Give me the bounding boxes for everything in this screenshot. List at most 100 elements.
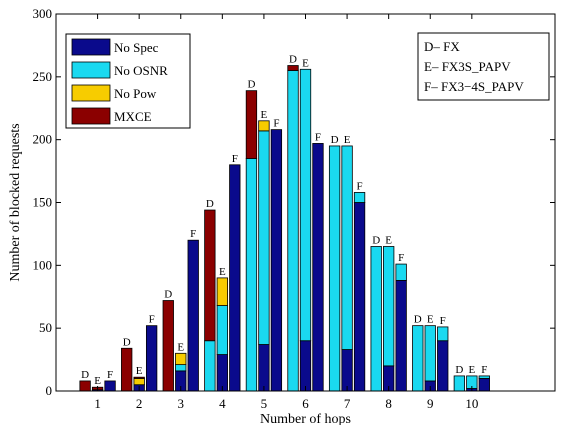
group-legend-line: D– FX xyxy=(424,39,460,54)
bar-segment-no-spec xyxy=(353,202,366,392)
y-tick-label: 200 xyxy=(33,132,53,147)
y-tick-label: 100 xyxy=(33,257,53,272)
bar-segment-mxce xyxy=(133,376,145,379)
bar-code-label: D xyxy=(372,234,380,246)
bar-segment-no-osnr xyxy=(353,192,366,203)
bar-segment-no-spec xyxy=(341,349,353,392)
bar-code-label: D xyxy=(164,289,172,301)
bar-code-label: D xyxy=(289,54,297,66)
group-legend-line: E– FX3S_PAPV xyxy=(424,59,511,74)
bar-code-label: F xyxy=(190,228,196,240)
bar-stack-hop-3-D xyxy=(162,300,174,392)
bar-segment-no-osnr xyxy=(383,246,395,367)
legend-swatch-no-osnr xyxy=(71,61,111,79)
bar-code-label: D xyxy=(123,336,131,348)
bar-segment-mxce xyxy=(162,300,174,392)
x-axis-label: Number of hops xyxy=(260,412,351,425)
legend-swatch-no-spec xyxy=(71,38,111,56)
bar-stack-hop-1-D xyxy=(79,380,91,392)
bar-segment-no-spec xyxy=(478,378,490,392)
bar-segment-no-osnr xyxy=(245,158,258,392)
bar-stack-hop-5-D xyxy=(245,90,258,392)
bar-stack-hop-1-F xyxy=(104,380,116,392)
x-tick-label: 6 xyxy=(302,396,309,411)
bar-segment-mxce xyxy=(79,380,91,392)
bar-segment-no-osnr xyxy=(328,145,341,392)
bar-stack-hop-5-F xyxy=(270,129,283,392)
y-axis-label: Number of blocked requests xyxy=(8,123,23,281)
bar-code-label: E xyxy=(136,365,143,377)
bar-code-label: E xyxy=(261,109,268,121)
bar-code-label: F xyxy=(315,131,321,143)
bar-code-label: F xyxy=(273,118,279,130)
bar-stack-hop-10-F xyxy=(478,375,490,392)
bar-segment-no-spec xyxy=(216,354,228,392)
bar-code-label: E xyxy=(385,234,392,246)
bar-stack-hop-8-E xyxy=(383,246,395,392)
group-legend: D– FX E– FX3S_PAPV F– FX3−4S_PAPV xyxy=(417,32,550,101)
bar-code-label: F xyxy=(232,153,238,165)
bar-stack-hop-10-D xyxy=(453,375,466,392)
legend-label: No Pow xyxy=(114,86,157,101)
bar-segment-no-osnr xyxy=(370,246,382,392)
bar-code-label: E xyxy=(427,314,434,326)
bar-segment-no-spec xyxy=(104,380,116,392)
bar-code-label: F xyxy=(440,315,446,327)
bar-segment-no-osnr xyxy=(204,340,216,392)
x-tick-label: 10 xyxy=(465,396,478,411)
bar-segment-no-osnr xyxy=(216,305,228,355)
bar-code-label: E xyxy=(468,364,475,376)
bar-segment-no-osnr xyxy=(395,263,407,281)
group-legend-line: F– FX3−4S_PAPV xyxy=(424,79,524,94)
bar-segment-no-osnr xyxy=(341,145,353,350)
x-tick-label: 1 xyxy=(94,396,101,411)
bar-stack-hop-7-D xyxy=(328,145,341,392)
bar-segment-no-spec xyxy=(187,239,199,392)
ticks-layer: 0 50 100 150 200 250 300 1 2 3 4 5 6 7 8 9 10 xyxy=(33,6,555,411)
x-tick-label: 3 xyxy=(178,396,185,411)
bar-stack-hop-9-D xyxy=(412,325,424,392)
bar-stack-hop-6-D xyxy=(287,65,299,392)
bar-segment-no-osnr xyxy=(412,325,424,392)
bar-code-label: E xyxy=(302,57,309,69)
bar-code-label: E xyxy=(177,341,184,353)
y-tick-label: 50 xyxy=(39,320,52,335)
bar-stack-hop-4-E xyxy=(216,277,228,392)
bar-segment-no-osnr xyxy=(453,375,466,392)
x-tick-label: 9 xyxy=(427,396,434,411)
bar-code-label: D xyxy=(81,369,89,381)
bar-segment-no-pow xyxy=(133,378,145,386)
legend-label: No Spec xyxy=(114,40,159,55)
legend-swatch-mxce xyxy=(71,107,111,125)
bar-code-label: F xyxy=(398,252,404,264)
bar-stack-hop-6-E xyxy=(299,68,312,392)
bar-segment-no-spec xyxy=(229,164,241,392)
bar-stack-hop-9-E xyxy=(424,325,436,392)
y-tick-label: 150 xyxy=(33,195,53,210)
bar-code-label: D xyxy=(455,364,463,376)
x-tick-label: 2 xyxy=(136,396,143,411)
bar-segment-no-spec xyxy=(145,325,158,392)
bar-stack-hop-8-D xyxy=(370,246,382,392)
bar-segment-mxce xyxy=(245,90,258,159)
bar-stack-hop-5-E xyxy=(258,120,270,392)
bar-stack-hop-2-F xyxy=(145,325,158,392)
bar-segment-mxce xyxy=(204,209,216,342)
bar-stack-hop-9-F xyxy=(437,326,449,392)
bar-code-label: F xyxy=(149,314,155,326)
bar-segment-no-osnr xyxy=(478,375,490,379)
bar-segment-mxce xyxy=(287,65,299,71)
bar-stack-hop-4-F xyxy=(229,164,241,392)
y-tick-label: 300 xyxy=(33,6,53,21)
bar-segment-no-osnr xyxy=(299,68,312,342)
legend-swatch-no-pow xyxy=(71,84,111,102)
bar-code-label: D xyxy=(331,134,339,146)
y-tick-label: 0 xyxy=(46,383,53,398)
bar-code-label: D xyxy=(247,79,255,91)
bar-segment-no-spec xyxy=(299,340,312,392)
bar-segment-no-osnr xyxy=(258,130,270,345)
bar-stack-hop-7-E xyxy=(341,145,353,392)
bar-segment-no-pow xyxy=(258,120,270,132)
bar-stack-hop-6-F xyxy=(312,143,324,392)
